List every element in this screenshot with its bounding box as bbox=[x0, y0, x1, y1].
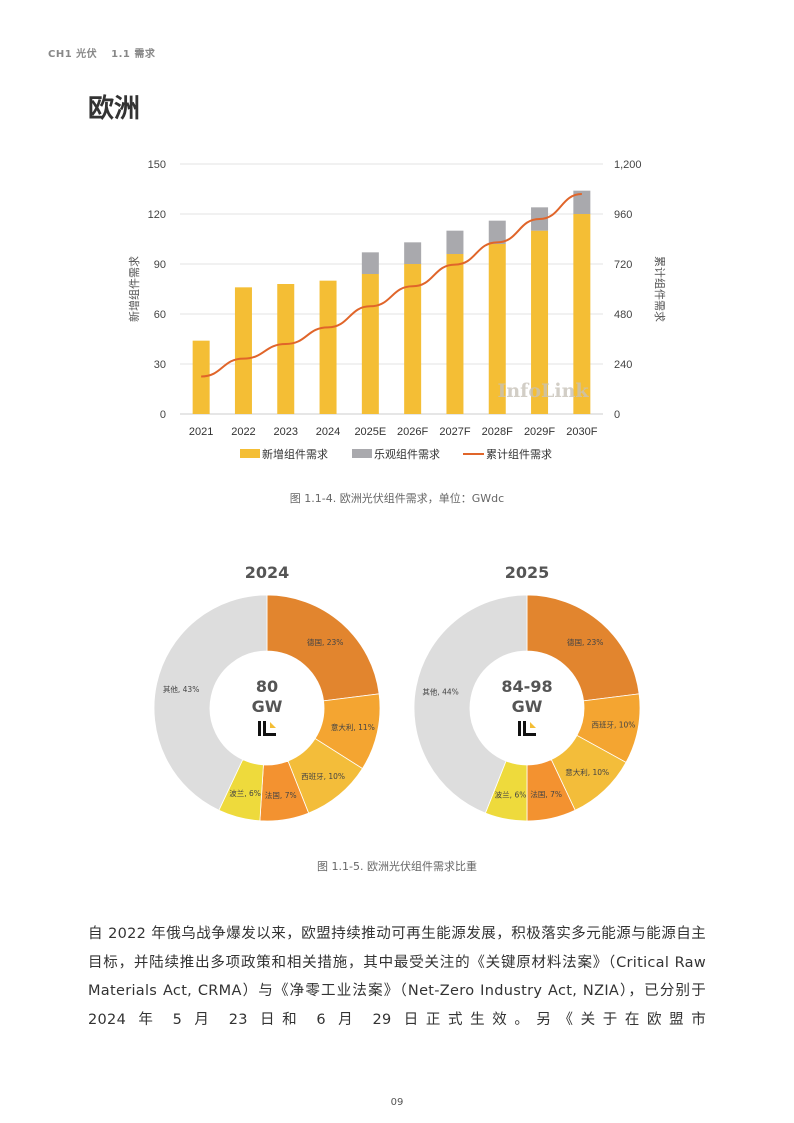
slice-label: 德国, 23% bbox=[307, 637, 343, 647]
y-tick-label: 60 bbox=[154, 309, 166, 321]
logo-triangle bbox=[270, 722, 276, 728]
legend-label: 累计组件需求 bbox=[486, 447, 552, 461]
running-header: CH1 光伏 1.1 需求 bbox=[48, 45, 165, 60]
slice-label: 意大利, 10% bbox=[565, 767, 609, 777]
bar-chart-caption: 图 1.1-4. 欧洲光伏组件需求，单位：GWdc bbox=[289, 492, 505, 505]
y2-tick-label: 480 bbox=[614, 309, 632, 321]
logo-bar bbox=[518, 721, 521, 736]
slice-label: 德国, 23% bbox=[567, 637, 603, 647]
bar-new-demand bbox=[573, 214, 591, 414]
legend-swatch-new bbox=[240, 449, 260, 458]
slice-label: 波兰, 6% bbox=[229, 788, 261, 798]
slice-label: 其他, 44% bbox=[422, 687, 458, 697]
watermark: InfoLink bbox=[497, 380, 589, 402]
slice-label: 其他, 43% bbox=[163, 684, 199, 694]
body-paragraph: 自 2022 年俄乌战争爆发以来，欧盟持续推动可再生能源发展，积极落实多元能源与… bbox=[88, 926, 706, 1028]
x-tick-label: 2028F bbox=[482, 426, 513, 438]
y-axis-label: 新增组件需求 bbox=[127, 256, 141, 322]
pie-slice bbox=[526, 594, 640, 702]
x-tick-label: 2024 bbox=[316, 426, 340, 438]
logo-triangle bbox=[530, 722, 536, 728]
bar-new-demand bbox=[446, 254, 464, 414]
y-tick-label: 30 bbox=[154, 359, 166, 371]
center-unit: GW bbox=[512, 697, 543, 716]
bar-optimistic-demand bbox=[361, 252, 379, 274]
x-tick-label: 2030F bbox=[566, 426, 597, 438]
y2-tick-label: 0 bbox=[614, 409, 620, 421]
logo-bar bbox=[523, 733, 536, 736]
x-tick-label: 2025E bbox=[354, 426, 386, 438]
legend-label: 乐观组件需求 bbox=[374, 447, 440, 461]
bar-new-demand bbox=[488, 244, 506, 414]
logo-bar bbox=[258, 721, 261, 736]
x-tick-label: 2026F bbox=[397, 426, 428, 438]
pie-chart-caption: 图 1.1-5. 欧洲光伏组件需求比重 bbox=[317, 860, 477, 873]
y-tick-label: 0 bbox=[160, 409, 166, 421]
pie-slice bbox=[413, 594, 528, 814]
chapter-label: CH1 光伏 bbox=[48, 49, 98, 60]
x-tick-label: 2029F bbox=[524, 426, 555, 438]
pie-title: 2025 bbox=[505, 563, 550, 582]
infolink-logo-icon bbox=[258, 721, 276, 736]
slice-label: 西班牙, 10% bbox=[301, 771, 345, 781]
page-title: 欧洲 bbox=[88, 94, 141, 124]
pie-title: 2024 bbox=[245, 563, 290, 582]
y-tick-label: 90 bbox=[154, 259, 166, 271]
bar-optimistic-demand bbox=[404, 242, 422, 264]
y2-axis-label: 累计组件需求 bbox=[653, 256, 667, 322]
y-tick-label: 150 bbox=[148, 159, 166, 171]
bar-new-demand bbox=[234, 287, 252, 414]
y2-tick-label: 720 bbox=[614, 259, 632, 271]
slice-label: 法国, 7% bbox=[265, 790, 297, 800]
x-tick-label: 2023 bbox=[274, 426, 298, 438]
y2-tick-label: 960 bbox=[614, 209, 632, 221]
logo-bar bbox=[263, 733, 276, 736]
pie-slice bbox=[266, 594, 380, 702]
slice-label: 意大利, 11% bbox=[331, 722, 375, 732]
slice-label: 西班牙, 10% bbox=[591, 719, 635, 729]
x-tick-label: 2021 bbox=[189, 426, 213, 438]
legend-swatch-optimistic bbox=[352, 449, 372, 458]
y2-tick-label: 1,200 bbox=[614, 159, 642, 171]
center-value: 84-98 bbox=[501, 677, 552, 696]
center-value: 80 bbox=[256, 677, 278, 696]
logo-bar bbox=[263, 721, 266, 736]
cumulative-demand-line bbox=[201, 193, 582, 378]
demand-bar-chart: 0 0 30 240 60 480 90 720 120 960 150 1,200 2021 2022 2… bbox=[127, 159, 667, 461]
y2-tick-label: 240 bbox=[614, 359, 632, 371]
legend-label: 新增组件需求 bbox=[262, 447, 328, 461]
x-tick-label: 2027F bbox=[439, 426, 470, 438]
slice-label: 波兰, 6% bbox=[495, 789, 527, 799]
center-unit: GW bbox=[252, 697, 283, 716]
pie-slice bbox=[153, 594, 268, 811]
bar-new-demand bbox=[404, 264, 422, 414]
bar-new-demand bbox=[277, 284, 295, 414]
infolink-logo-icon bbox=[518, 721, 536, 736]
logo-bar bbox=[523, 721, 526, 736]
slice-label: 法国, 7% bbox=[530, 789, 562, 799]
bar-new-demand bbox=[319, 280, 337, 414]
bar-new-demand bbox=[361, 274, 379, 414]
bar-optimistic-demand bbox=[573, 190, 591, 214]
x-tick-label: 2022 bbox=[231, 426, 255, 438]
page-number: 09 bbox=[390, 1097, 404, 1108]
bar-optimistic-demand bbox=[446, 230, 464, 254]
y-tick-label: 120 bbox=[148, 209, 166, 221]
bar-optimistic-demand bbox=[488, 220, 506, 244]
bar-new-demand bbox=[531, 230, 549, 414]
section-label: 1.1 需求 bbox=[111, 49, 156, 60]
